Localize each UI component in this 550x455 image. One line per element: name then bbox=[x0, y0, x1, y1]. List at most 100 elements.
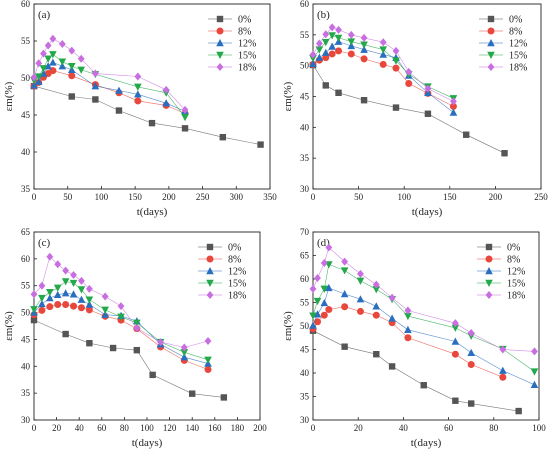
data-point bbox=[340, 290, 349, 298]
data-point bbox=[181, 125, 189, 132]
series-8% bbox=[309, 303, 507, 381]
y-tick-label: 35 bbox=[21, 388, 31, 398]
legend-marker bbox=[206, 279, 214, 287]
data-point bbox=[309, 59, 317, 68]
legend-marker bbox=[487, 15, 495, 23]
y-tick-label: 55 bbox=[21, 281, 31, 291]
data-point bbox=[46, 252, 54, 261]
data-point bbox=[62, 266, 70, 275]
data-point bbox=[39, 65, 48, 73]
x-tick-label: 180 bbox=[231, 423, 245, 433]
data-point bbox=[181, 105, 189, 114]
data-point bbox=[334, 34, 343, 42]
legend-label: 8% bbox=[507, 255, 520, 266]
data-point bbox=[49, 51, 57, 59]
data-point bbox=[372, 286, 381, 294]
data-point bbox=[46, 294, 54, 302]
panel-label: (a) bbox=[38, 9, 51, 21]
legend-label: 15% bbox=[228, 279, 246, 290]
data-point bbox=[30, 290, 38, 299]
legend-label: 12% bbox=[228, 267, 246, 278]
data-point bbox=[320, 311, 328, 319]
legend-marker bbox=[216, 51, 224, 59]
legend-label: 15% bbox=[509, 51, 527, 62]
data-point bbox=[404, 325, 412, 333]
y-tick-label: 60 bbox=[300, 274, 310, 284]
data-point bbox=[77, 286, 86, 294]
y-tick-label: 65 bbox=[21, 227, 31, 237]
data-point bbox=[30, 316, 38, 324]
legend-label: 8% bbox=[238, 27, 251, 38]
legend-label: 18% bbox=[228, 291, 246, 302]
legend-marker bbox=[485, 267, 493, 275]
legend: 0%8%12%15%18% bbox=[198, 243, 246, 302]
series-0% bbox=[309, 61, 508, 157]
data-point bbox=[360, 55, 368, 63]
y-axis-label: εm(%) bbox=[3, 311, 15, 341]
data-point bbox=[531, 347, 538, 356]
data-point bbox=[360, 45, 368, 53]
data-point bbox=[115, 86, 123, 94]
data-point bbox=[313, 297, 322, 306]
data-point bbox=[86, 339, 93, 347]
data-point bbox=[360, 41, 368, 49]
data-point bbox=[405, 80, 413, 88]
y-tick-label: 50 bbox=[21, 73, 31, 83]
panel-a: 0 50 100 150 200 250 300 350 35 40 45 50 55 60 (a) t(da… bbox=[3, 0, 277, 218]
x-axis-label: t(days) bbox=[137, 206, 168, 218]
y-tick-label: 30 bbox=[300, 415, 310, 425]
data-point bbox=[515, 407, 522, 415]
data-point bbox=[78, 276, 85, 285]
data-point bbox=[133, 319, 141, 327]
data-point bbox=[34, 73, 43, 81]
data-point bbox=[451, 337, 460, 345]
x-axis-label: t(days) bbox=[132, 437, 163, 449]
data-point bbox=[101, 306, 109, 314]
x-tick-label: 100 bbox=[140, 423, 154, 433]
x-tick-label: 250 bbox=[534, 192, 548, 202]
data-point bbox=[180, 349, 189, 357]
x-tick-label: 50 bbox=[354, 192, 364, 202]
data-point bbox=[162, 99, 170, 107]
data-point bbox=[405, 67, 413, 76]
data-point bbox=[85, 306, 93, 314]
y-tick-label: 40 bbox=[300, 122, 310, 132]
data-point bbox=[54, 301, 62, 309]
data-point bbox=[325, 306, 333, 314]
data-point bbox=[148, 119, 156, 127]
data-point bbox=[499, 366, 507, 374]
y-tick-label: 30 bbox=[21, 415, 31, 425]
data-point bbox=[379, 50, 388, 58]
data-point bbox=[46, 303, 54, 311]
legend-marker bbox=[485, 279, 493, 287]
data-point bbox=[67, 62, 76, 71]
data-point bbox=[30, 81, 38, 89]
series-line bbox=[33, 319, 224, 398]
data-point bbox=[372, 302, 381, 310]
y-tick-label: 65 bbox=[300, 251, 310, 261]
y-axis-label: εm(%) bbox=[282, 311, 294, 341]
data-point bbox=[257, 141, 264, 148]
x-tick-label: 120 bbox=[163, 423, 177, 433]
data-point bbox=[133, 346, 141, 354]
y-tick-label: 40 bbox=[21, 147, 31, 157]
data-point bbox=[388, 314, 396, 322]
data-point bbox=[46, 288, 54, 297]
data-point bbox=[30, 73, 38, 82]
y-tick-label: 30 bbox=[300, 184, 310, 194]
data-point bbox=[53, 284, 62, 292]
x-tick-label: 150 bbox=[128, 192, 142, 202]
data-point bbox=[49, 34, 57, 43]
data-point bbox=[467, 361, 475, 369]
legend-label: 18% bbox=[509, 63, 527, 74]
series-line bbox=[312, 263, 535, 372]
y-tick-label: 60 bbox=[300, 0, 310, 9]
data-point bbox=[68, 72, 76, 80]
data-point bbox=[85, 300, 94, 308]
data-point bbox=[40, 49, 47, 58]
x-tick-label: 300 bbox=[230, 192, 244, 202]
x-tick-label: 200 bbox=[162, 192, 176, 202]
data-point bbox=[117, 302, 125, 311]
x-tick-label: 40 bbox=[75, 423, 85, 433]
x-tick-label: 200 bbox=[489, 192, 503, 202]
